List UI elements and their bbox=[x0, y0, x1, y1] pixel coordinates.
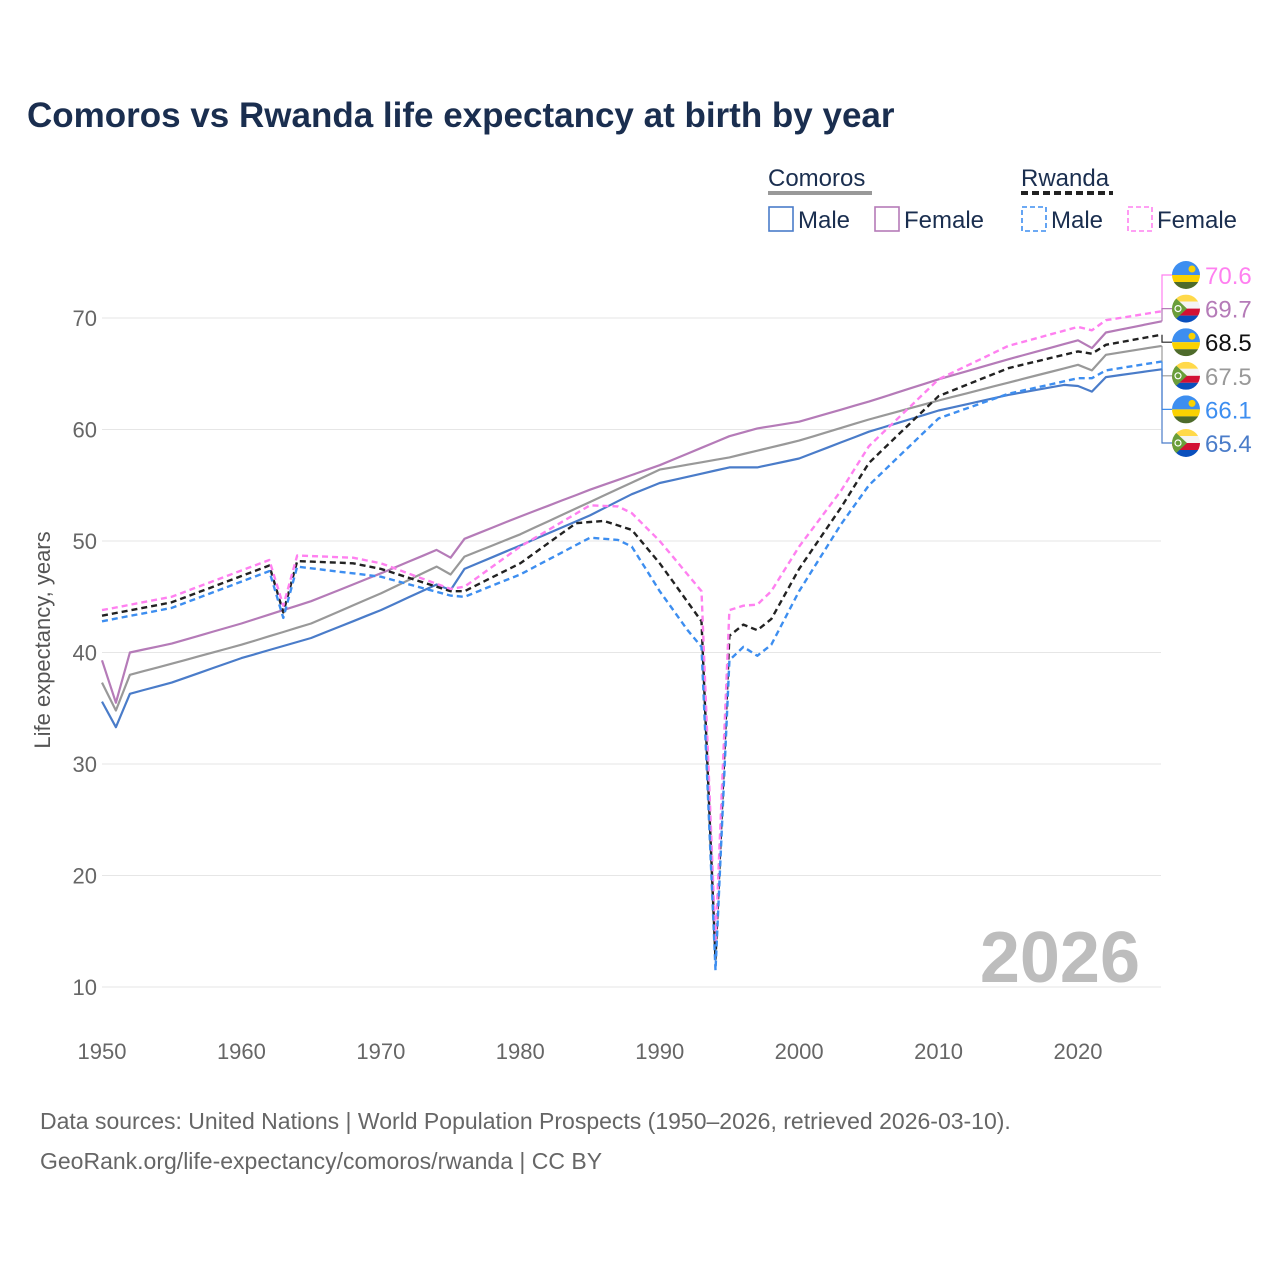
x-tick-label: 2020 bbox=[1054, 1039, 1103, 1064]
series-line-rwanda-female bbox=[101, 310, 1162, 944]
series-line-rwanda-male bbox=[101, 360, 1162, 972]
x-tick-label: 1990 bbox=[635, 1039, 684, 1064]
legend-group-title: Comoros bbox=[768, 165, 865, 192]
x-tick-label: 1970 bbox=[356, 1039, 405, 1064]
footer-sources: Data sources: United Nations | World Pop… bbox=[40, 1108, 1011, 1134]
x-tick-label: 1960 bbox=[217, 1039, 266, 1064]
series-line-comoros-male bbox=[101, 368, 1162, 729]
end-value-label: 66.1 bbox=[1205, 397, 1252, 424]
series-line-comoros bbox=[101, 344, 1162, 712]
label-connector bbox=[1161, 334, 1172, 343]
legend-swatch bbox=[1021, 206, 1047, 232]
x-tick-label: 1980 bbox=[496, 1039, 545, 1064]
series-line-rwanda bbox=[101, 333, 1162, 961]
end-value-label: 68.5 bbox=[1205, 330, 1252, 357]
legend-group-title: Rwanda bbox=[1021, 165, 1110, 192]
y-tick-label: 10 bbox=[73, 975, 97, 1000]
x-tick-label: 2000 bbox=[775, 1039, 824, 1064]
y-tick-label: 70 bbox=[73, 306, 97, 331]
year-watermark: 2026 bbox=[980, 918, 1140, 998]
end-value-label: 67.5 bbox=[1205, 364, 1252, 391]
rwanda-flag-icon bbox=[1172, 395, 1200, 424]
label-connector bbox=[1161, 274, 1172, 312]
legend-swatch bbox=[1127, 206, 1153, 232]
legend-entry-female: Female bbox=[904, 207, 984, 234]
y-tick-label: 40 bbox=[73, 641, 97, 666]
y-tick-label: 30 bbox=[73, 752, 97, 777]
rwanda-flag-icon bbox=[1172, 261, 1200, 289]
y-tick-label: 50 bbox=[73, 529, 97, 554]
end-value-label: 69.7 bbox=[1205, 297, 1252, 324]
legend-entry-female: Female bbox=[1157, 207, 1237, 234]
y-tick-label: 60 bbox=[73, 418, 97, 443]
comoros-flag-icon bbox=[1172, 361, 1200, 390]
y-tick-label: 20 bbox=[73, 864, 97, 889]
legend-swatch bbox=[768, 206, 794, 232]
comoros-flag-icon bbox=[1172, 294, 1200, 323]
label-connector bbox=[1161, 308, 1172, 322]
chart-title: Comoros vs Rwanda life expectancy at bir… bbox=[27, 96, 895, 135]
x-tick-label: 1950 bbox=[78, 1039, 127, 1064]
comoros-flag-icon bbox=[1172, 429, 1200, 457]
end-value-label: 70.6 bbox=[1205, 263, 1252, 290]
label-connector bbox=[1161, 369, 1172, 444]
legend-swatch bbox=[874, 206, 900, 232]
series-line-comoros-female bbox=[100, 320, 1162, 704]
label-connector bbox=[1161, 361, 1172, 410]
legend: Comoros Male Female Rwanda Male Female bbox=[768, 165, 1237, 234]
end-value-label: 65.4 bbox=[1205, 431, 1252, 458]
label-connector bbox=[1161, 345, 1172, 377]
rwanda-flag-icon bbox=[1172, 328, 1200, 357]
line-chart: Comoros Male Female Rwanda Male Female 10 20 30… bbox=[30, 165, 1252, 1064]
x-tick-label: 2010 bbox=[914, 1039, 963, 1064]
y-axis-label: Life expectancy, years bbox=[30, 531, 55, 748]
legend-entry-male: Male bbox=[798, 207, 850, 234]
legend-entry-male: Male bbox=[1051, 207, 1103, 234]
footer-link[interactable]: GeoRank.org/life-expectancy/comoros/rwan… bbox=[40, 1148, 603, 1174]
